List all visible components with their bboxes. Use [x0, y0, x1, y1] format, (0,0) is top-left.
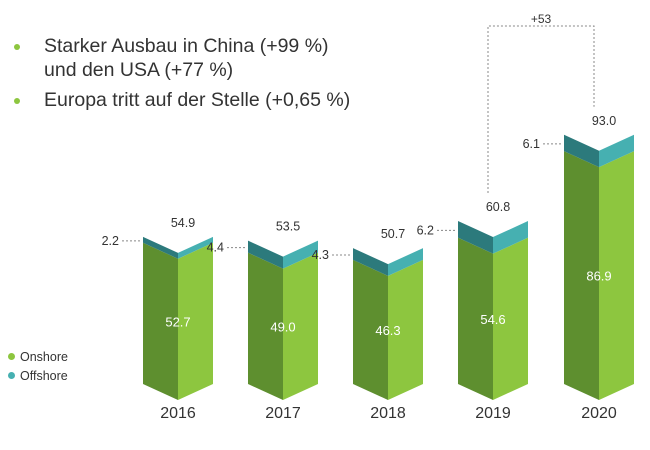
- bar-2018-total-label: 50.7: [381, 227, 405, 241]
- bar-2017-offshore-right-face: [283, 240, 318, 269]
- growth-annotation-label: +53: [531, 12, 552, 26]
- bar-2017-onshore-right-face: [283, 252, 318, 400]
- chart-legend: Onshore Offshore: [8, 347, 68, 385]
- bar-2020-offshore-left-face: [564, 134, 599, 168]
- bar-2020-onshore-left-face: [564, 151, 599, 400]
- bar-2019-onshore-right-face: [493, 237, 528, 400]
- bar-2016-offshore-label: 2.2: [102, 234, 119, 248]
- bar-2019-offshore-label: 6.2: [417, 223, 434, 237]
- bullet-item: Starker Ausbau in China (+99 %) und den …: [10, 34, 350, 82]
- legend-swatch-offshore: [8, 372, 15, 379]
- bar-2018-onshore-label: 46.3: [375, 323, 400, 338]
- bar-2016-onshore-label: 52.7: [165, 314, 190, 329]
- x-tick-label-2017: 2017: [265, 405, 301, 422]
- bar-2018-offshore-right-face: [388, 248, 423, 276]
- legend-entry-onshore: Onshore: [8, 347, 68, 366]
- bullet-text: Starker Ausbau in China (+99 %) und den …: [44, 35, 329, 81]
- bar-2018-onshore-right-face: [388, 259, 423, 400]
- bullet-item: Europa tritt auf der Stelle (+0,65 %): [10, 88, 350, 112]
- bar-2019-offshore-right-face: [493, 221, 528, 254]
- bar-2019-onshore-left-face: [458, 237, 493, 400]
- bar-2017-total-label: 53.5: [276, 220, 300, 234]
- growth-bracket: [487, 25, 595, 194]
- bar-2020-onshore-label: 86.9: [586, 269, 611, 284]
- x-tick-label-2019: 2019: [475, 405, 511, 422]
- legend-entry-offshore: Offshore: [8, 366, 68, 385]
- bar-2017-onshore-label: 49.0: [270, 319, 295, 334]
- x-tick-label-2020: 2020: [581, 405, 617, 422]
- x-tick-label-2016: 2016: [160, 405, 196, 422]
- bar-2016-offshore-right-face: [178, 236, 213, 259]
- legend-label-onshore: Onshore: [20, 349, 68, 364]
- bullet-dot-icon: [14, 44, 20, 50]
- bullet-dot-icon: [14, 98, 20, 104]
- bar-2019-total-label: 60.8: [486, 200, 510, 214]
- bar-2020-offshore-label: 6.1: [523, 137, 540, 151]
- bar-2017-offshore-left-face: [248, 240, 283, 269]
- bar-2017-offshore-label: 4.4: [207, 241, 224, 255]
- bar-2016-total-label: 54.9: [171, 216, 195, 230]
- bullet-text: Europa tritt auf der Stelle (+0,65 %): [44, 89, 351, 111]
- bar-2020-offshore-right-face: [599, 134, 634, 168]
- bar-2018-onshore-left-face: [353, 259, 388, 400]
- legend-label-offshore: Offshore: [20, 368, 68, 383]
- bar-2019-onshore-label: 54.6: [480, 312, 505, 327]
- bar-2016-onshore-right-face: [178, 242, 213, 400]
- bar-2018-offshore-left-face: [353, 248, 388, 276]
- bar-2020-total-label: 93.0: [592, 114, 616, 128]
- bar-2020-onshore-right-face: [599, 151, 634, 400]
- key-points-list: Starker Ausbau in China (+99 %) und den …: [10, 34, 350, 112]
- bar-2016-offshore-left-face: [143, 236, 178, 259]
- bar-2019-offshore-left-face: [458, 221, 493, 254]
- bar-2017-onshore-left-face: [248, 252, 283, 400]
- x-tick-label-2018: 2018: [370, 405, 406, 422]
- bar-2016-onshore-left-face: [143, 242, 178, 400]
- bar-2018-offshore-label: 4.3: [312, 248, 329, 262]
- legend-swatch-onshore: [8, 353, 15, 360]
